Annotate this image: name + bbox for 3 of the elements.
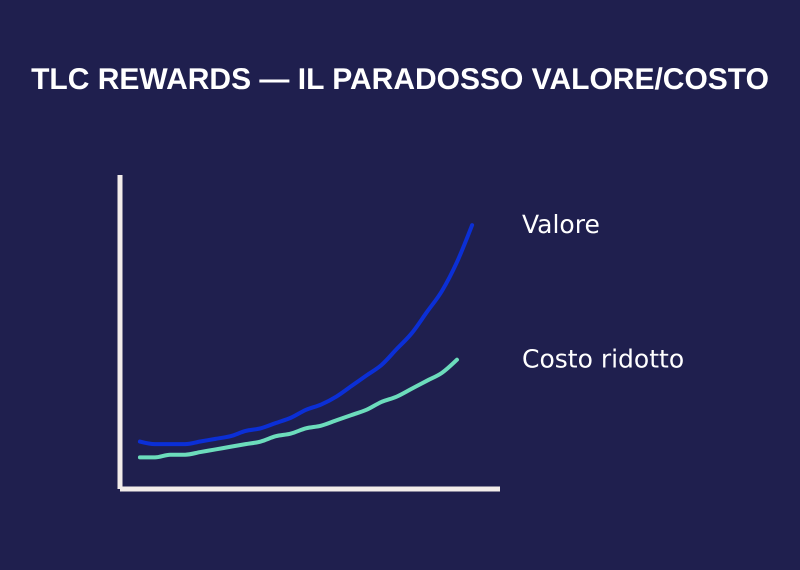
series-label: Valore [522,210,600,240]
text: Costo ridotto [522,344,684,374]
chart-title: TLC REWARDS — IL PARADOSSO VALORE/COSTO [31,63,769,96]
